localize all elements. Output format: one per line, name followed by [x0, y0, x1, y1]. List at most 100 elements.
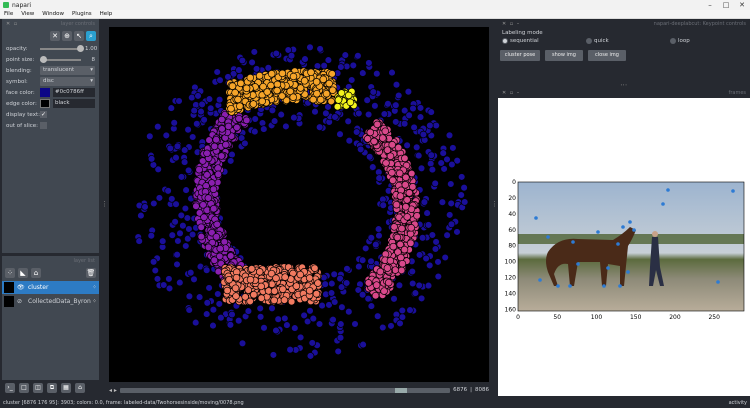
menu-view[interactable]: View — [21, 11, 35, 17]
out-of-slice-checkbox[interactable] — [40, 122, 47, 129]
cluster-point — [325, 79, 333, 88]
menu-help[interactable]: Help — [99, 11, 113, 17]
cluster-point — [205, 136, 213, 144]
cluster-pose-button[interactable]: cluster pose — [500, 50, 540, 61]
cluster-point — [203, 299, 212, 307]
blending-label: blending: — [6, 67, 32, 74]
layer-item-cluster[interactable]: 👁 cluster ⁘ — [2, 281, 99, 294]
display-text-checkbox[interactable]: ✓ — [40, 111, 47, 118]
cluster-point — [328, 279, 336, 288]
cluster-point — [162, 131, 171, 140]
face-color-input[interactable]: #0c0786ff — [53, 88, 95, 97]
symbol-select[interactable]: disc — [40, 77, 95, 86]
radio-icon[interactable] — [586, 38, 592, 44]
console-icon[interactable]: ›_ — [5, 383, 15, 393]
cluster-point — [305, 274, 314, 282]
eye-icon[interactable]: 👁 — [17, 284, 25, 291]
home-icon[interactable]: ⌂ — [75, 383, 85, 393]
cluster-point — [392, 200, 401, 209]
panel-float-icon[interactable]: ✕ ▫ – — [502, 90, 521, 96]
eye-icon[interactable]: ⊘ — [17, 298, 23, 305]
cluster-point — [168, 195, 176, 203]
edge-color-input[interactable]: black — [53, 99, 95, 108]
show-img-button[interactable]: show img — [545, 50, 583, 61]
delete-layer-icon[interactable]: 🗑 — [86, 268, 96, 278]
frame-slider-handle[interactable] — [394, 387, 407, 393]
ndisplay-icon[interactable]: □ — [19, 383, 29, 393]
cluster-point — [248, 58, 256, 67]
frame-figure: 0 50 100 150 200 250 0 20 40 60 80 100 120 140 160 — [498, 98, 750, 396]
cluster-point — [190, 275, 198, 284]
mode-sequential[interactable]: sequential — [502, 38, 586, 44]
frame-slider[interactable] — [119, 387, 451, 393]
point-size-slider-handle[interactable] — [39, 55, 47, 63]
blending-select[interactable]: translucent — [40, 66, 95, 75]
cluster-point — [415, 251, 424, 259]
cluster-point — [409, 104, 417, 113]
cluster-point — [149, 258, 158, 266]
cluster-point — [237, 79, 245, 88]
transpose-icon[interactable]: ⧉ — [47, 383, 57, 393]
roll-dims-icon[interactable]: ◫ — [33, 383, 43, 393]
cluster-point — [236, 72, 244, 81]
cluster-point — [197, 232, 206, 241]
mode-loop[interactable]: loop — [670, 38, 690, 44]
cluster-scatter[interactable] — [109, 27, 489, 382]
menu-window[interactable]: Window — [42, 11, 64, 17]
point-size-row: point size: 8 — [2, 54, 99, 65]
delete-point-icon[interactable]: ✕ — [50, 31, 60, 41]
select-point-icon[interactable]: ↖ — [74, 31, 84, 41]
menu-plugins[interactable]: Plugins — [71, 11, 92, 17]
opacity-slider-handle[interactable] — [77, 44, 84, 52]
radio-icon[interactable] — [502, 38, 508, 44]
cluster-point — [460, 198, 469, 206]
close-img-button[interactable]: close img — [588, 50, 626, 61]
cluster-point — [424, 281, 433, 290]
cluster-point — [226, 321, 235, 329]
cluster-point — [190, 106, 198, 115]
radio-icon[interactable] — [670, 38, 676, 44]
cluster-point — [268, 106, 277, 115]
activity-button[interactable]: activity — [728, 400, 747, 406]
new-points-layer-icon[interactable]: ⁘ — [5, 268, 15, 278]
point-size-slider[interactable] — [39, 55, 81, 63]
splitter-handle[interactable]: ⋮ — [491, 200, 498, 208]
cluster-point — [375, 231, 383, 240]
keypoint-marker — [621, 225, 625, 229]
cluster-point — [235, 114, 243, 123]
viewer-canvas[interactable] — [109, 27, 489, 382]
edge-color-swatch[interactable] — [40, 99, 50, 108]
face-color-swatch[interactable] — [40, 88, 50, 97]
layer-item-collecteddata[interactable]: ⊘ CollectedData_Byron ⁘ — [2, 295, 99, 308]
keypoint-marker — [716, 280, 720, 284]
panel-float-icon[interactable]: ✕ ▫ — [6, 21, 19, 27]
mode-quick[interactable]: quick — [586, 38, 670, 44]
cluster-point — [232, 273, 241, 282]
grid-icon[interactable]: ▦ — [61, 383, 71, 393]
cluster-point — [359, 340, 367, 349]
cluster-point — [236, 102, 244, 110]
frame-current[interactable]: 6876 — [453, 387, 468, 393]
close-icon[interactable]: ✕ — [739, 1, 745, 9]
cluster-point — [154, 122, 162, 131]
cluster-point — [214, 164, 222, 172]
splitter-handle[interactable]: ⋮ — [101, 200, 108, 208]
keypoint-buttons: cluster pose show img close img — [498, 45, 750, 66]
minimize-icon[interactable]: – — [708, 1, 712, 9]
maximize-icon[interactable]: □ — [722, 1, 730, 9]
pan-zoom-icon[interactable]: ⌕ — [86, 31, 96, 41]
cluster-point — [228, 150, 236, 159]
new-labels-layer-icon[interactable]: ⌂ — [31, 268, 41, 278]
play-icon[interactable]: ◂ ▸ — [109, 386, 117, 394]
cluster-point — [406, 306, 414, 314]
cluster-point — [291, 324, 299, 332]
out-of-slice-row: out of slice: — [2, 120, 99, 131]
layer-buttons: ⁘ ◣ ⌂ 🗑 — [2, 266, 99, 280]
cluster-point — [355, 262, 363, 271]
opacity-slider[interactable] — [40, 44, 84, 52]
menu-file[interactable]: File — [4, 11, 14, 17]
panel-float-icon[interactable]: ✕ ▫ – — [502, 21, 521, 27]
layer-controls-title: layer controls — [60, 21, 95, 27]
add-point-icon[interactable]: ⊕ — [62, 31, 72, 41]
new-shapes-layer-icon[interactable]: ◣ — [18, 268, 28, 278]
